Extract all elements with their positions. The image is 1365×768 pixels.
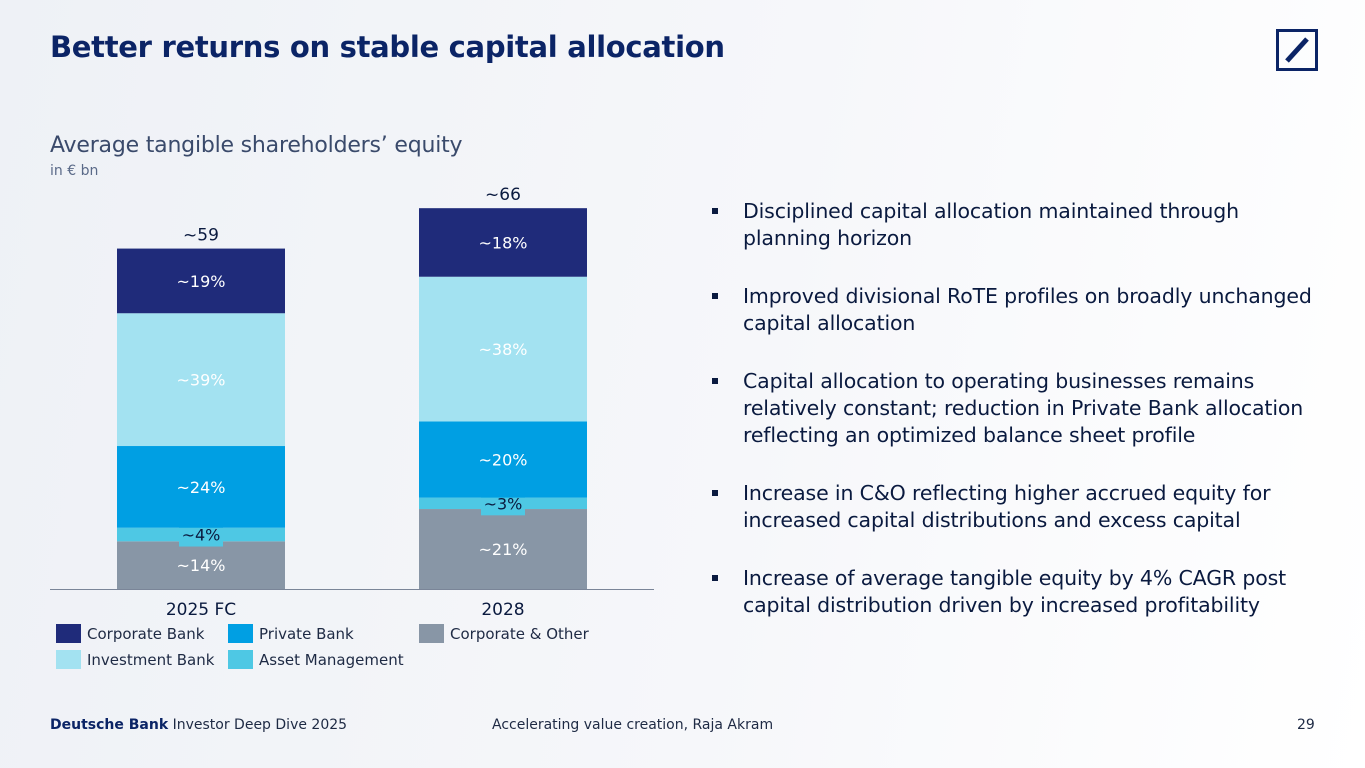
legend-swatch: [228, 650, 253, 669]
footer-brand-name: Deutsche Bank: [50, 717, 169, 733]
legend-item: Investment Bank: [56, 650, 214, 669]
segment-label-investment-bank-1: ~38%: [479, 340, 528, 359]
legend-item: Asset Management: [228, 650, 404, 669]
bullet-text: Improved divisional RoTE profiles on bro…: [743, 284, 1312, 335]
legend-label: Investment Bank: [87, 650, 215, 669]
legend-label: Corporate Bank: [87, 624, 205, 643]
bullet-item: Disciplined capital allocation maintaine…: [708, 198, 1328, 252]
page-number: 29: [1297, 717, 1315, 733]
bullet-square-icon: [712, 575, 718, 581]
segment-label-private-bank-0: ~24%: [177, 478, 226, 497]
footer-brand: Deutsche Bank Investor Deep Dive 2025: [50, 717, 347, 733]
chart-unit: in € bn: [50, 163, 99, 179]
bullet-text: Disciplined capital allocation maintaine…: [743, 199, 1239, 250]
footer-event: Investor Deep Dive 2025: [172, 717, 348, 733]
bullet-square-icon: [712, 378, 718, 384]
segment-label-corporate-other-0: ~14%: [177, 556, 226, 575]
bullet-item: Increase of average tangible equity by 4…: [708, 565, 1328, 619]
footer-presentation: Accelerating value creation, Raja Akram: [492, 717, 774, 733]
segment-label-asset-management-1: ~3%: [484, 494, 523, 513]
bullet-square-icon: [712, 293, 718, 299]
legend-label: Private Bank: [259, 624, 354, 643]
bar-segment-investment-bank-1: [419, 276, 587, 422]
legend-swatch: [56, 624, 81, 643]
legend-swatch: [419, 624, 444, 643]
legend-label: Asset Management: [259, 650, 404, 669]
key-points-list: Disciplined capital allocation maintaine…: [708, 198, 1328, 650]
bullet-item: Increase in C&O reflecting higher accrue…: [708, 480, 1328, 534]
segment-label-asset-management-0: ~4%: [182, 526, 221, 545]
segment-label-corporate-bank-0: ~19%: [177, 272, 226, 291]
bullet-square-icon: [712, 490, 718, 496]
bar-segment-corporate-bank-0: [117, 248, 285, 314]
x-tick-label-1: 2028: [481, 600, 524, 620]
bar-segment-corporate-other-0: [117, 541, 285, 589]
page-title: Better returns on stable capital allocat…: [50, 30, 725, 64]
stacked-bar-chart: ~14% ~4% ~24% ~39% ~19% ~59 2025 FC ~21% ~3% ~20%…: [50, 185, 654, 620]
bullet-text: Increase of average tangible equity by 4…: [743, 566, 1287, 617]
segment-label-investment-bank-0: ~39%: [177, 371, 226, 390]
segment-label-private-bank-1: ~20%: [479, 451, 528, 470]
segment-label-corporate-other-1: ~21%: [479, 540, 528, 559]
legend-item: Corporate Bank: [56, 624, 204, 643]
bar-segment-corporate-other-1: [419, 509, 587, 589]
chart-title: Average tangible shareholders’ equity: [50, 133, 463, 158]
deutsche-bank-logo: [1276, 29, 1318, 71]
bullet-square-icon: [712, 208, 718, 214]
bullet-text: Capital allocation to operating business…: [743, 369, 1304, 447]
legend-swatch: [56, 650, 81, 669]
legend-swatch: [228, 624, 253, 643]
bullet-item: Improved divisional RoTE profiles on bro…: [708, 283, 1328, 337]
legend-item: Corporate & Other: [419, 624, 589, 643]
x-tick-label-0: 2025 FC: [166, 600, 236, 620]
bar-total-label-0: ~59: [183, 226, 219, 246]
bullet-item: Capital allocation to operating business…: [708, 368, 1328, 449]
bar-segment-private-bank-0: [117, 446, 285, 528]
legend-item: Private Bank: [228, 624, 354, 643]
bullet-text: Increase in C&O reflecting higher accrue…: [743, 481, 1271, 532]
bar-segment-investment-bank-0: [117, 313, 285, 447]
bar-segment-corporate-bank-1: [419, 208, 587, 277]
bar-total-label-1: ~66: [485, 185, 521, 205]
logo-slash-icon: [1285, 37, 1309, 63]
legend-label: Corporate & Other: [450, 624, 589, 643]
bar-segment-private-bank-1: [419, 421, 587, 498]
segment-label-corporate-bank-1: ~18%: [479, 233, 528, 252]
